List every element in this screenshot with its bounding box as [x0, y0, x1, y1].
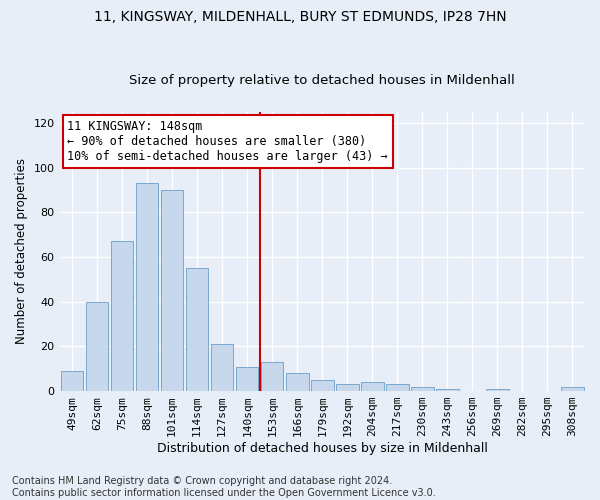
Bar [336, 384, 359, 391]
Bar [286, 373, 308, 391]
Title: Size of property relative to detached houses in Mildenhall: Size of property relative to detached ho… [130, 74, 515, 87]
Bar [561, 386, 584, 391]
Bar [186, 268, 208, 391]
Bar [61, 371, 83, 391]
Text: 11 KINGSWAY: 148sqm
← 90% of detached houses are smaller (380)
10% of semi-detac: 11 KINGSWAY: 148sqm ← 90% of detached ho… [67, 120, 388, 163]
Bar [111, 242, 133, 391]
Bar [436, 389, 458, 391]
Y-axis label: Number of detached properties: Number of detached properties [15, 158, 28, 344]
Bar [361, 382, 383, 391]
Text: 11, KINGSWAY, MILDENHALL, BURY ST EDMUNDS, IP28 7HN: 11, KINGSWAY, MILDENHALL, BURY ST EDMUND… [94, 10, 506, 24]
Bar [411, 386, 434, 391]
Bar [311, 380, 334, 391]
X-axis label: Distribution of detached houses by size in Mildenhall: Distribution of detached houses by size … [157, 442, 488, 455]
Bar [86, 302, 109, 391]
Bar [136, 184, 158, 391]
Bar [211, 344, 233, 391]
Bar [386, 384, 409, 391]
Bar [161, 190, 184, 391]
Bar [236, 366, 259, 391]
Text: Contains HM Land Registry data © Crown copyright and database right 2024.
Contai: Contains HM Land Registry data © Crown c… [12, 476, 436, 498]
Bar [486, 389, 509, 391]
Bar [261, 362, 283, 391]
